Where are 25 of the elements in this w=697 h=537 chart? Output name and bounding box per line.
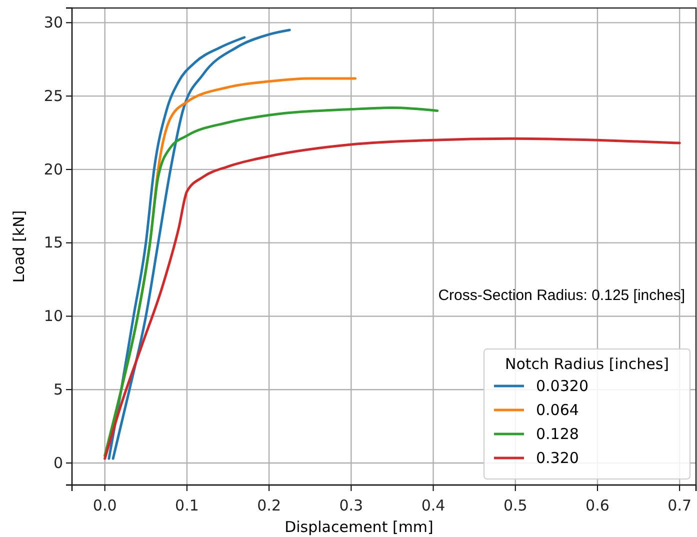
x-axis-title: Displacement [mm] (284, 518, 434, 536)
legend-label: 0.0320 (536, 377, 588, 395)
x-tick-label: 0.1 (175, 496, 199, 514)
x-tick-label: 0.3 (339, 496, 364, 514)
x-tick-label: 0.6 (586, 496, 610, 514)
y-tick-label: 25 (44, 86, 63, 105)
y-axis-title: Load [kN] (10, 210, 28, 283)
legend-label: 0.128 (536, 425, 579, 443)
annotation: Cross-Section Radius: 0.125 [inches] (438, 287, 685, 304)
x-tick-label: 0.2 (257, 496, 281, 514)
line-series (112, 28, 291, 460)
y-tick-label: 10 (44, 307, 63, 326)
legend-label: 0.064 (536, 401, 579, 419)
legend-title: Notch Radius [inches] (504, 355, 670, 373)
x-tick-label: 0.7 (668, 496, 692, 514)
y-tick-label: 5 (53, 380, 63, 398)
y-tick-label: 15 (44, 234, 63, 252)
x-tick-label: 0.0 (92, 496, 117, 514)
x-tick-label: 0.4 (421, 496, 446, 514)
y-tick-label: 30 (44, 13, 63, 32)
x-tick-label: 0.5 (503, 496, 528, 514)
y-tick-label: 20 (44, 160, 63, 178)
y-tick-label: 0 (53, 454, 63, 472)
line-series (104, 106, 439, 457)
legend-label: 0.320 (536, 449, 579, 467)
